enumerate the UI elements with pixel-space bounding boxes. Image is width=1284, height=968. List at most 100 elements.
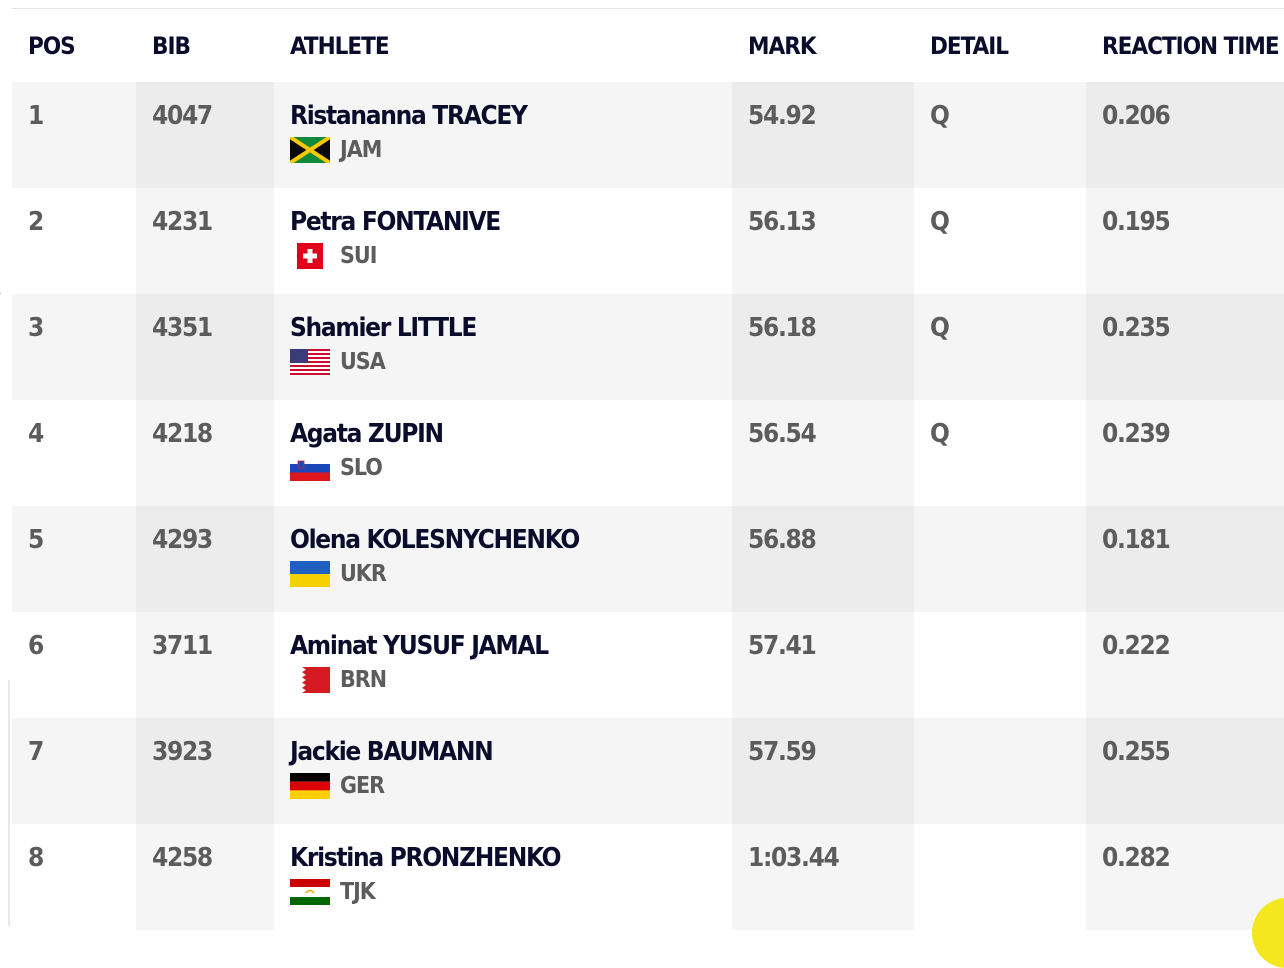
- athlete-name-link[interactable]: Aminat YUSUF JAMAL: [290, 631, 549, 661]
- detail-cell: [914, 824, 1086, 930]
- header-detail[interactable]: DETAIL: [930, 32, 1009, 60]
- mark-cell: 56.88: [732, 506, 914, 612]
- country-code: SUI: [340, 243, 377, 269]
- jamaica-flag-icon: [290, 137, 340, 163]
- bib-value: 4351: [152, 313, 213, 343]
- bib-cell: 4351: [136, 294, 274, 400]
- mark-value: 56.18: [748, 313, 817, 343]
- country-code: SLO: [340, 455, 383, 481]
- athlete-cell: Ristananna TRACEY JAM: [274, 82, 732, 188]
- reaction-time-value: 0.235: [1102, 313, 1171, 343]
- table-row[interactable]: 2 4231 Petra FONTANIVE SUI 56.13 Q 0.195: [12, 188, 1284, 294]
- reaction-time-cell: 0.255: [1086, 718, 1284, 824]
- header-mark[interactable]: MARK: [748, 32, 817, 60]
- bahrain-flag-icon: [290, 667, 340, 693]
- detail-cell: Q: [914, 400, 1086, 506]
- mark-value: 56.88: [748, 525, 817, 555]
- position-value: 5: [28, 525, 44, 555]
- athlete-name-link[interactable]: Ristananna TRACEY: [290, 101, 528, 131]
- athlete-name-link[interactable]: Olena KOLESNYCHENKO: [290, 525, 580, 555]
- position-value: 4: [28, 419, 44, 449]
- reaction-time-cell: 0.282: [1086, 824, 1284, 930]
- pos-cell: 3: [12, 294, 136, 400]
- mark-value: 56.13: [748, 207, 817, 237]
- athlete-cell: Shamier LITTLE USA: [274, 294, 732, 400]
- switzerland-flag-icon: [290, 243, 340, 269]
- detail-cell: Q: [914, 82, 1086, 188]
- position-value: 8: [28, 843, 44, 873]
- mark-cell: 56.13: [732, 188, 914, 294]
- mark-cell: 57.41: [732, 612, 914, 718]
- athlete-name-link[interactable]: Jackie BAUMANN: [290, 737, 494, 767]
- pos-cell: 1: [12, 82, 136, 188]
- reaction-time-cell: 0.222: [1086, 612, 1284, 718]
- bib-cell: 4218: [136, 400, 274, 506]
- athlete-name-link[interactable]: Agata ZUPIN: [290, 419, 444, 449]
- position-value: 1: [28, 101, 44, 131]
- table-row[interactable]: 5 4293 Olena KOLESNYCHENKO UKR 56.88 0.181: [12, 506, 1284, 612]
- athlete-cell: Olena KOLESNYCHENKO UKR: [274, 506, 732, 612]
- table-row[interactable]: 8 4258 Kristina PRONZHENKO TJK 1:03.44 0.282: [12, 824, 1284, 930]
- left-edge-line: [0, 292, 1, 295]
- table-row[interactable]: 6 3711 Aminat YUSUF JAMAL BRN 57.41 0.222: [12, 612, 1284, 718]
- reaction-time-value: 0.255: [1102, 737, 1171, 767]
- header-reaction-time[interactable]: REACTION TIME: [1102, 32, 1280, 60]
- left-edge-line: [8, 680, 10, 926]
- country-info: JAM: [274, 137, 732, 163]
- pos-cell: 5: [12, 506, 136, 612]
- bib-cell: 3923: [136, 718, 274, 824]
- detail-value: Q: [930, 419, 950, 449]
- header-athlete[interactable]: ATHLETE: [290, 32, 390, 60]
- athlete-name-link[interactable]: Kristina PRONZHENKO: [290, 843, 562, 873]
- athlete-name-link[interactable]: Shamier LITTLE: [290, 313, 477, 343]
- reaction-time-cell: 0.195: [1086, 188, 1284, 294]
- reaction-time-cell: 0.181: [1086, 506, 1284, 612]
- country-info: USA: [274, 349, 732, 375]
- pos-cell: 8: [12, 824, 136, 930]
- mark-value: 54.92: [748, 101, 817, 131]
- country-code: UKR: [340, 561, 387, 587]
- table-row[interactable]: 1 4047 Ristananna TRACEY JAM 54.92 Q 0.206: [12, 82, 1284, 188]
- table-row[interactable]: 3 4351 Shamier LITTLE USA 56.18 Q 0.235: [12, 294, 1284, 400]
- athlete-name-link[interactable]: Petra FONTANIVE: [290, 207, 501, 237]
- table-row[interactable]: 4 4218 Agata ZUPIN SLO 56.54 Q 0.239: [12, 400, 1284, 506]
- position-value: 6: [28, 631, 44, 661]
- bib-value: 3711: [152, 631, 213, 661]
- bib-cell: 4258: [136, 824, 274, 930]
- bib-value: 3923: [152, 737, 213, 767]
- mark-value: 57.41: [748, 631, 817, 661]
- bib-value: 4047: [152, 101, 213, 131]
- bib-cell: 3711: [136, 612, 274, 718]
- bib-value: 4293: [152, 525, 213, 555]
- athlete-cell: Jackie BAUMANN GER: [274, 718, 732, 824]
- reaction-time-value: 0.239: [1102, 419, 1171, 449]
- slovenia-flag-icon: [290, 455, 340, 481]
- header-bib[interactable]: BIB: [152, 32, 191, 60]
- reaction-time-value: 0.195: [1102, 207, 1171, 237]
- mark-cell: 54.92: [732, 82, 914, 188]
- country-code: USA: [340, 349, 386, 375]
- country-info: UKR: [274, 561, 732, 587]
- header-pos[interactable]: POS: [28, 32, 76, 60]
- country-code: JAM: [340, 137, 382, 163]
- athlete-cell: Aminat YUSUF JAMAL BRN: [274, 612, 732, 718]
- table-row[interactable]: 7 3923 Jackie BAUMANN GER 57.59 0.255: [12, 718, 1284, 824]
- country-code: GER: [340, 773, 385, 799]
- bib-cell: 4047: [136, 82, 274, 188]
- tajikistan-flag-icon: [290, 879, 340, 905]
- reaction-time-value: 0.282: [1102, 843, 1171, 873]
- reaction-time-value: 0.206: [1102, 101, 1171, 131]
- detail-cell: Q: [914, 294, 1086, 400]
- bib-value: 4218: [152, 419, 213, 449]
- mark-value: 1:03.44: [748, 843, 840, 873]
- reaction-time-cell: 0.235: [1086, 294, 1284, 400]
- reaction-time-cell: 0.239: [1086, 400, 1284, 506]
- ukraine-flag-icon: [290, 561, 340, 587]
- detail-cell: [914, 612, 1086, 718]
- country-info: TJK: [274, 879, 732, 905]
- bib-value: 4231: [152, 207, 213, 237]
- reaction-time-cell: 0.206: [1086, 82, 1284, 188]
- country-info: SLO: [274, 455, 732, 481]
- detail-value: Q: [930, 207, 950, 237]
- table-header-row: POS BIB ATHLETE MARK DETAIL REACTION TIM…: [12, 10, 1284, 82]
